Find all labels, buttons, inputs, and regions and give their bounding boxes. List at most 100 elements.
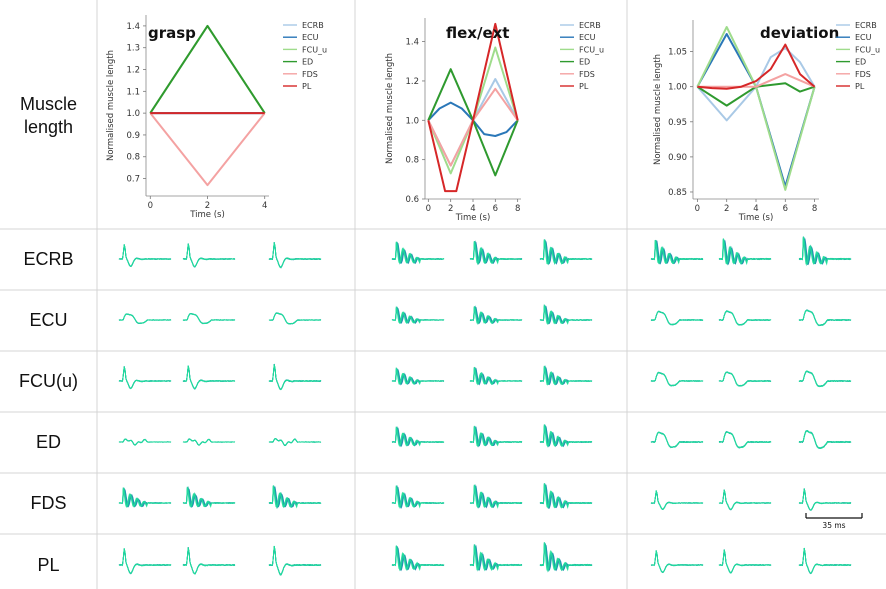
waveform-trace (391, 546, 445, 571)
waveform-trace (650, 239, 703, 265)
waveform-trace (269, 546, 322, 575)
waveform-trace (268, 546, 321, 576)
waveform-trace (391, 242, 445, 264)
waveform-trace (719, 489, 772, 511)
waveform-trace (118, 548, 172, 575)
waveform-trace (798, 547, 852, 574)
y-tick-label: 1.3 (126, 44, 140, 54)
waveform-trace (268, 546, 322, 576)
waveform-trace (718, 371, 772, 387)
x-tick-label: 0 (148, 201, 153, 211)
waveform-trace (182, 547, 236, 575)
waveform-trace (469, 426, 523, 447)
waveform-trace (391, 427, 445, 447)
waveform-trace (182, 548, 236, 575)
waveform-trace (182, 243, 236, 268)
y-axis-label: Normalised muscle length (385, 53, 395, 164)
waveform-trace (182, 365, 235, 389)
waveform-trace (118, 244, 172, 267)
y-tick-label: 1.1 (126, 87, 140, 97)
waveform-trace (182, 313, 236, 325)
waveform-trace (119, 244, 171, 267)
y-axis-label: Normalised muscle length (106, 50, 116, 161)
legend-label-ed: ED (579, 58, 590, 67)
waveform-trace (718, 550, 772, 574)
waveform-trace (118, 548, 172, 575)
waveform-trace (798, 548, 852, 574)
legend-label-fcu_u: FCU_u (302, 45, 327, 54)
waveform-trace (718, 310, 772, 326)
waveform-trace (798, 488, 852, 511)
waveform-trace (268, 545, 322, 576)
waveform-trace (470, 545, 523, 571)
waveform-trace (798, 430, 852, 449)
chart-title: flex/ext (446, 24, 509, 42)
chart-title: grasp (148, 24, 196, 42)
waveform-trace (268, 242, 322, 268)
series-line-pl (427, 22, 519, 193)
waveform-trace (182, 547, 236, 575)
series-line-fds (149, 112, 266, 187)
waveform-trace (118, 244, 171, 267)
waveform-trace (268, 242, 322, 269)
waveform-trace (650, 550, 704, 574)
waveform-trace (718, 238, 772, 266)
waveform-trace (719, 489, 772, 510)
waveform-trace (650, 490, 704, 510)
waveform-trace (798, 488, 852, 511)
waveform-trace (268, 438, 321, 446)
x-tick-label: 4 (753, 204, 758, 214)
waveform-trace (118, 438, 172, 446)
series-line-ed (696, 82, 815, 107)
x-tick-label: 0 (695, 204, 700, 214)
x-axis-label: Time (s) (455, 213, 491, 223)
chart-title: deviation (760, 24, 839, 42)
waveform-trace (469, 485, 523, 509)
waveform-trace (118, 548, 172, 575)
waveform-trace (650, 490, 704, 510)
waveform-trace (268, 546, 322, 576)
waveform-trace (469, 241, 523, 265)
waveform-trace (391, 307, 445, 324)
y-tick-label: 0.85 (668, 188, 687, 198)
waveform-trace (391, 368, 445, 386)
waveform-trace (798, 547, 851, 574)
waveform-trace (118, 366, 172, 389)
legend-label-ecrb: ECRB (579, 21, 601, 30)
row-label-pl: PL (37, 555, 60, 575)
series-line-ed (149, 24, 266, 114)
waveform-trace (269, 486, 322, 509)
waveform-trace (182, 365, 236, 390)
waveform-trace (182, 366, 236, 390)
legend-label-ecrb: ECRB (855, 21, 877, 30)
x-tick-label: 8 (812, 204, 817, 214)
series-line-ecu (696, 33, 816, 188)
waveform-trace (268, 364, 322, 391)
y-tick-label: 0.90 (668, 153, 687, 163)
y-tick-label: 1.4 (405, 38, 419, 48)
x-tick-label: 4 (262, 201, 267, 211)
waveform-trace (183, 243, 236, 268)
waveform-trace (182, 547, 236, 575)
waveform-trace (650, 431, 704, 448)
x-tick-label: 6 (493, 204, 498, 214)
waveform-trace (539, 425, 593, 447)
waveform-trace (118, 548, 172, 574)
row-label-ecrb: ECRB (23, 249, 74, 269)
waveform-trace (798, 370, 852, 387)
waveform-trace (268, 312, 322, 325)
waveform-trace (119, 366, 172, 390)
series-line-pl (697, 43, 816, 90)
waveform-trace (182, 243, 236, 268)
waveform-trace (268, 363, 322, 391)
y-tick-label: 1.05 (668, 48, 687, 58)
waveform-trace (650, 490, 703, 511)
waveform-trace (798, 488, 852, 511)
waveform-trace (651, 550, 704, 573)
y-tick-label: 1.00 (668, 83, 687, 93)
y-tick-label: 0.6 (405, 195, 419, 205)
waveform-trace (119, 313, 172, 324)
waveform-trace (182, 488, 236, 509)
waveform-trace (118, 366, 171, 390)
